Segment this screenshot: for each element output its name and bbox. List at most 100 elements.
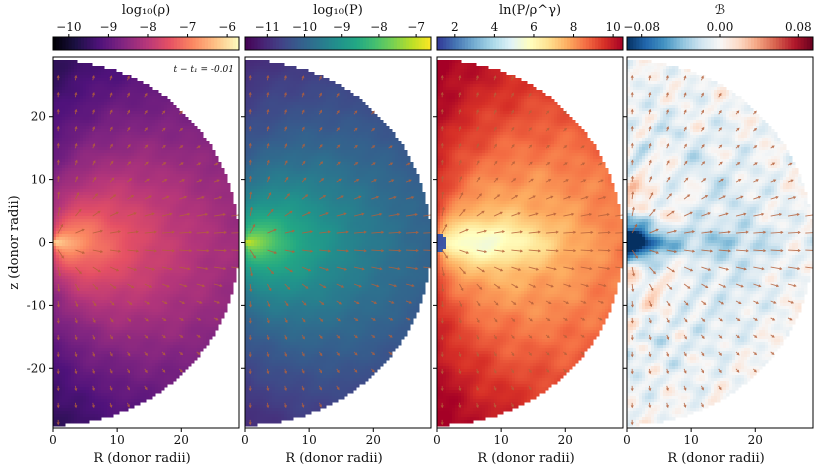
velocity-arrowhead — [189, 249, 193, 253]
velocity-arrowhead — [684, 336, 687, 340]
velocity-arrowhead — [648, 74, 652, 79]
velocity-arrowhead — [372, 352, 376, 356]
colorbar-tick-label: 8 — [570, 20, 578, 34]
velocity-arrowhead — [179, 110, 183, 114]
velocity-arrow — [631, 249, 638, 259]
colorbar-title: log₁₀(P) — [313, 3, 363, 18]
velocity-arrow — [92, 300, 97, 306]
velocity-arrowhead — [56, 175, 60, 179]
velocity-arrowhead — [528, 387, 532, 391]
velocity-arrowhead — [74, 91, 78, 96]
velocity-arrowhead — [223, 267, 227, 271]
velocity-arrow — [144, 231, 157, 234]
velocity-arrow — [441, 249, 448, 259]
velocity-arrow — [319, 283, 326, 288]
velocity-arrowhead — [284, 92, 287, 96]
velocity-arrowhead — [736, 144, 740, 148]
velocity-arrow — [563, 249, 576, 252]
velocity-arrowhead — [513, 178, 517, 182]
velocity-arrow — [249, 266, 253, 276]
heatmap-entropy — [437, 60, 623, 427]
velocity-arrowhead — [56, 142, 60, 146]
velocity-arrowhead — [458, 91, 462, 96]
x-tick-label: 0 — [241, 433, 249, 447]
velocity-arrowhead — [440, 125, 444, 129]
velocity-arrowhead — [630, 142, 634, 146]
velocity-arrowhead — [511, 126, 515, 130]
velocity-arrowhead — [408, 300, 413, 304]
velocity-arrowhead — [343, 267, 348, 271]
velocity-arrowhead — [666, 143, 670, 147]
velocity-arrowhead — [92, 319, 96, 324]
velocity-arrow — [476, 300, 481, 306]
velocity-arrow — [75, 283, 80, 291]
velocity-arrowhead — [56, 405, 60, 409]
velocity-arrowhead — [116, 268, 120, 272]
velocity-arrow — [196, 266, 208, 270]
velocity-arrow — [75, 266, 82, 274]
velocity-arrow — [511, 231, 523, 234]
y-tick-label: 0 — [38, 236, 46, 250]
velocity-arrowhead — [687, 194, 691, 198]
velocity-arrowhead — [707, 268, 712, 271]
velocity-arrowhead — [302, 319, 306, 323]
velocity-arrowhead — [144, 387, 148, 391]
velocity-arrowhead — [546, 352, 550, 356]
velocity-arrow — [787, 196, 796, 200]
velocity-arrowhead — [266, 142, 270, 147]
velocity-arrowhead — [415, 230, 419, 234]
velocity-arrowhead — [266, 74, 270, 79]
velocity-arrowhead — [754, 335, 758, 338]
velocity-arrowhead — [145, 127, 148, 131]
velocity-arrow — [75, 229, 85, 234]
velocity-arrowhead — [563, 369, 567, 373]
velocity-arrowhead — [162, 352, 166, 356]
x-tick-label: 10 — [683, 433, 698, 447]
velocity-arrowhead — [718, 387, 722, 391]
velocity-arrowhead — [127, 109, 130, 113]
velocity-arrowhead — [250, 273, 254, 277]
velocity-arrowhead — [701, 109, 704, 113]
velocity-arrowhead — [248, 354, 252, 358]
velocity-arrow — [267, 209, 274, 217]
velocity-arrow — [249, 192, 252, 200]
velocity-arrowhead — [745, 230, 749, 234]
colorbar-tick-label: 0.08 — [785, 20, 812, 34]
velocity-arrowhead — [249, 191, 253, 195]
velocity-arrowhead — [718, 370, 722, 374]
velocity-arrow — [735, 195, 743, 200]
velocity-arrowhead — [815, 267, 817, 269]
velocity-arrowhead — [336, 109, 340, 114]
velocity-arrowhead — [270, 208, 274, 212]
velocity-arrow — [75, 249, 85, 254]
velocity-arrowhead — [630, 388, 634, 392]
velocity-arrowhead — [171, 230, 175, 234]
velocity-arrowhead — [291, 229, 296, 233]
velocity-arrowhead — [718, 92, 722, 96]
velocity-arrow — [701, 283, 708, 288]
velocity-arrowhead — [61, 255, 64, 259]
velocity-arrowhead — [266, 108, 270, 113]
velocity-arrowhead — [58, 273, 62, 277]
velocity-arrowhead — [666, 319, 670, 324]
velocity-arrow — [597, 249, 610, 252]
velocity-arrowhead — [284, 126, 288, 130]
panel-entropy: 0 10 20 R (donor radii) 2 4 6 8 10 ln(P/ρ^γ) — [433, 3, 624, 466]
velocity-arrowhead — [528, 109, 532, 114]
velocity-arrow — [267, 176, 270, 183]
velocity-arrow — [545, 283, 554, 288]
velocity-arrowhead — [553, 212, 557, 216]
velocity-arrowhead — [266, 125, 270, 130]
velocity-arrowhead — [248, 422, 252, 426]
velocity-arrowhead — [302, 160, 306, 164]
velocity-arrowhead — [458, 388, 462, 392]
velocity-arrowhead — [241, 214, 243, 216]
velocity-arrowhead — [301, 404, 305, 408]
velocity-arrowhead — [511, 335, 515, 340]
velocity-arrowhead — [356, 179, 360, 182]
velocity-arrowhead — [476, 160, 480, 164]
velocity-arrowhead — [630, 175, 634, 179]
velocity-arrowhead — [652, 208, 656, 212]
velocity-arrow — [92, 266, 101, 273]
velocity-arrowhead — [253, 255, 256, 259]
